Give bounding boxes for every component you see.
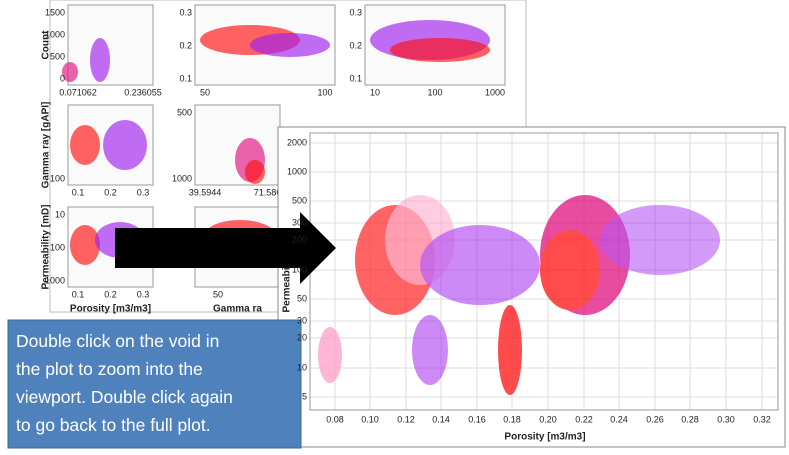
arrow [115,212,336,284]
matrix-cluster [250,33,330,57]
y-tick-label: 500 [292,195,307,205]
y-tick-label: 1000 [45,275,65,285]
y-axis-label: Gamma ray [gAPI] [41,102,52,189]
x-tick-label: 50 [213,289,223,299]
y-tick-label: 5 [302,391,307,401]
matrix-plots: 0 500 1000 1500 0.071062 0.236055 Count 0.1 0.2 0… [41,4,506,315]
zoom-x-label: Porosity [m3/m3] [504,432,585,443]
x-tick-label: 71.5867 [254,187,287,197]
x-tick-label: 100 [427,87,442,97]
x-tick-label: 0.3 [137,187,150,197]
matrix-cluster [62,62,78,82]
x-tick-label: 0.2 [104,187,117,197]
matrix-plot [194,104,281,186]
y-tick-label: 1000 [172,173,192,183]
y-tick-label: 0.1 [349,73,362,83]
x-tick-label: 0.236055 [124,87,162,97]
x-tick-label: 50 [200,87,210,97]
x-tick-label: 100 [317,87,332,97]
y-tick-label: 100 [292,264,307,274]
y-tick-label: 300 [292,217,307,227]
matrix-cluster [90,38,110,82]
x-tick-label: 0.14 [432,414,450,424]
x-tick-label: 0.1 [72,289,85,299]
x-tick-label: 10 [370,87,380,97]
y-axis-label: Count [41,30,52,60]
y-tick-label: 0.2 [349,40,362,50]
x-tick-label: 0.10 [361,414,379,424]
x-tick-label: 0.28 [681,414,699,424]
matrix-cluster [390,38,490,62]
x-tick-label: 0.1 [72,187,85,197]
zoom-panel[interactable] [277,126,786,448]
x-tick-label: 0.20 [539,414,557,424]
callout-text: viewport. Double click again [16,387,233,407]
callout-text: Double click on the void in [16,331,219,351]
y-tick-label: 20 [297,332,307,342]
x-tick-label: 0.22 [575,414,593,424]
y-tick-label: 500 [177,107,192,117]
y-tick-label: 10 [55,209,65,219]
x-tick-label: 0.30 [717,414,735,424]
matrix-cluster [245,160,265,184]
y-axis-label: Permeability [mD] [41,204,52,289]
y-tick-label: 0.3 [349,7,362,17]
y-tick-label: 200 [292,234,307,244]
x-tick-label: 0.18 [503,414,521,424]
x-tick-label: 1000 [485,87,505,97]
y-tick-label: 100 [50,242,65,252]
matrix-cluster [70,225,100,265]
y-tick-label: 100 [50,173,65,183]
y-tick-label: 50 [297,293,307,303]
y-tick-label: 1000 [45,29,65,39]
x-axis-label: Gamma ra [213,304,262,315]
y-tick-label: 1500 [45,7,65,17]
x-tick-label: 0.3 [137,289,150,299]
y-tick-label: 30 [297,315,307,325]
x-tick-label: 0.12 [397,414,415,424]
zoom-clusters [318,195,720,395]
matrix-plot [67,4,154,86]
y-tick-label: 0.1 [179,73,192,83]
x-tick-label: 39.5944 [189,187,222,197]
x-tick-label: 0.32 [753,414,771,424]
y-tick-label: 1000 [287,166,307,176]
x-axis-label: Porosity [m3/m3] [70,304,151,315]
y-tick-label: 2000 [287,137,307,147]
x-tick-label: 0.2 [104,289,117,299]
zoom-y-label: Permeability [mD] [282,227,293,312]
x-tick-label: 0.071062 [59,87,97,97]
x-tick-label: 0.08 [326,414,344,424]
y-tick-label: 10 [297,362,307,372]
x-tick-label: 0.26 [646,414,664,424]
callout-text: to go back to the full plot. [16,415,211,435]
callout-box [7,319,302,449]
x-tick-label: 0.16 [468,414,486,424]
y-tick-label: 0 [60,73,65,83]
callout-text: the plot to zoom into the [16,359,203,379]
matrix-cluster [103,120,147,170]
y-tick-label: 0.2 [179,40,192,50]
y-tick-label: 0.3 [179,7,192,17]
matrix-cluster [70,125,100,165]
x-tick-label: 0.24 [610,414,628,424]
y-tick-label: 500 [50,51,65,61]
